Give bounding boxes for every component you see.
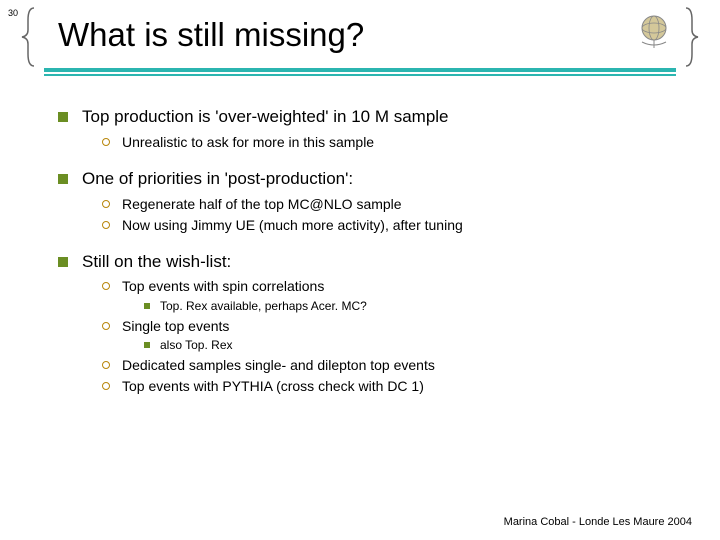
bullet-level2: Now using Jimmy UE (much more activity),… (102, 216, 690, 235)
bullet-level2: Single top events (102, 317, 690, 336)
slide-footer: Marina Cobal - Londe Les Maure 2004 (504, 516, 692, 528)
square-bullet-icon (58, 174, 68, 184)
bullet-level3: also Top. Rex (144, 337, 690, 353)
title-underline (44, 68, 676, 76)
bullet-level1: One of priorities in 'post-production': … (58, 168, 690, 235)
bullet-text: Unrealistic to ask for more in this samp… (122, 133, 374, 152)
bullet-level2: Unrealistic to ask for more in this samp… (102, 133, 690, 152)
bullet-text: Top production is 'over-weighted' in 10 … (82, 106, 449, 129)
slide-header: What is still missing? (20, 6, 700, 76)
square-small-bullet-icon (144, 342, 150, 348)
bullet-level2: Top events with PYTHIA (cross check with… (102, 377, 690, 396)
bullet-level1: Still on the wish-list: Top events with … (58, 251, 690, 396)
square-bullet-icon (58, 257, 68, 267)
bullet-level3: Top. Rex available, perhaps Acer. MC? (144, 298, 690, 314)
circle-bullet-icon (102, 382, 110, 390)
bullet-text: One of priorities in 'post-production': (82, 168, 353, 191)
bullet-text: Still on the wish-list: (82, 251, 231, 274)
bullet-level2: Dedicated samples single- and dilepton t… (102, 356, 690, 375)
circle-bullet-icon (102, 361, 110, 369)
circle-bullet-icon (102, 221, 110, 229)
slide-title: What is still missing? (58, 16, 364, 54)
right-brace-icon (682, 6, 700, 68)
bullet-text: Top. Rex available, perhaps Acer. MC? (160, 298, 367, 314)
bullet-text: Now using Jimmy UE (much more activity),… (122, 216, 463, 235)
circle-bullet-icon (102, 200, 110, 208)
circle-bullet-icon (102, 138, 110, 146)
bullet-text: Top events with PYTHIA (cross check with… (122, 377, 424, 396)
bullet-level1: Top production is 'over-weighted' in 10 … (58, 106, 690, 152)
bullet-text: Regenerate half of the top MC@NLO sample (122, 195, 402, 214)
circle-bullet-icon (102, 282, 110, 290)
page-number: 30 (8, 8, 18, 18)
bullet-text: also Top. Rex (160, 337, 233, 353)
slide-content: Top production is 'over-weighted' in 10 … (58, 106, 690, 411)
left-brace-icon (20, 6, 38, 68)
square-small-bullet-icon (144, 303, 150, 309)
bullet-level2: Regenerate half of the top MC@NLO sample (102, 195, 690, 214)
square-bullet-icon (58, 112, 68, 122)
bullet-level2: Top events with spin correlations (102, 277, 690, 296)
globe-logo-icon (632, 8, 676, 52)
bullet-text: Single top events (122, 317, 229, 336)
bullet-text: Dedicated samples single- and dilepton t… (122, 356, 435, 375)
bullet-text: Top events with spin correlations (122, 277, 324, 296)
circle-bullet-icon (102, 322, 110, 330)
